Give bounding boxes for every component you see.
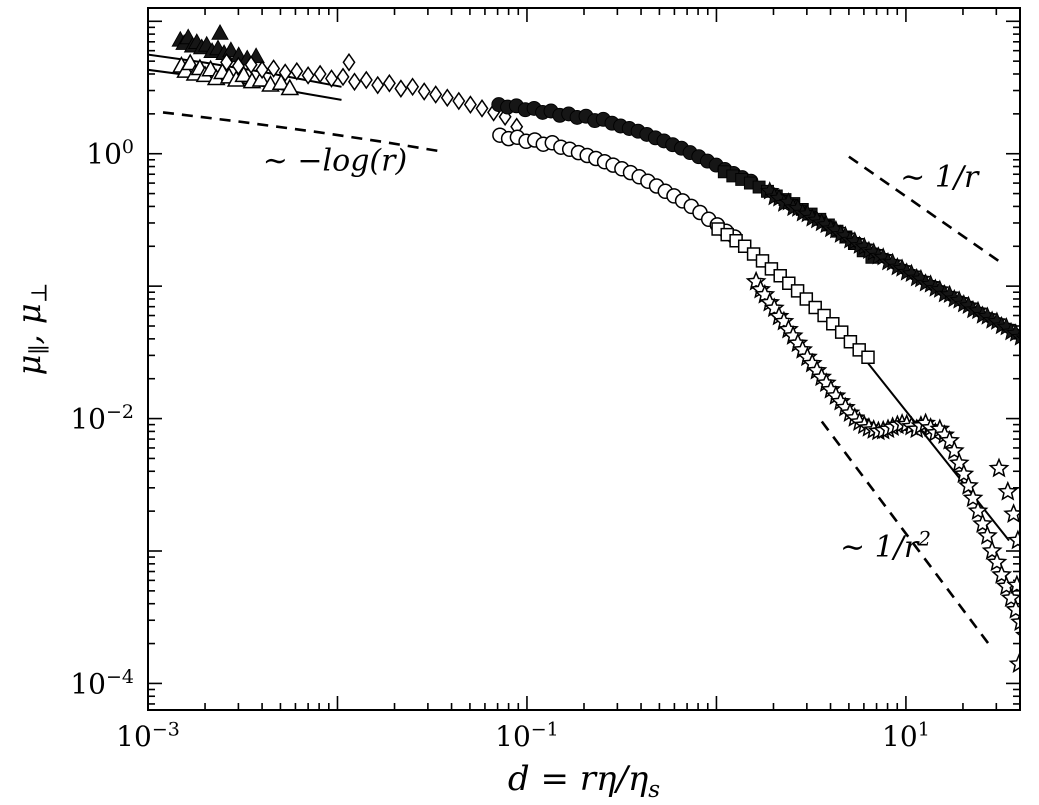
- data-point: [463, 95, 477, 114]
- data-point: [211, 23, 229, 40]
- data-point: [1014, 631, 1019, 645]
- label-text: /: [613, 759, 631, 799]
- data-point: [1022, 638, 1039, 654]
- series-diamonds-open: [220, 52, 524, 137]
- data-point: [1022, 334, 1039, 350]
- guide-one-over-r-squared-guide: [820, 420, 992, 648]
- guide-one-over-r-guide: [848, 155, 1005, 266]
- label-text: 10: [70, 667, 106, 700]
- data-point: [1026, 651, 1039, 667]
- data-point: [251, 69, 271, 87]
- label-script: 0: [122, 136, 134, 158]
- series-perpendicular-squares-open: [711, 222, 875, 365]
- data-point: [290, 61, 304, 81]
- data-point: [255, 60, 269, 80]
- series-perpendicular-triangles-open: [172, 53, 300, 96]
- data-point: [406, 77, 420, 97]
- series-perpendicular-circles-open: [492, 127, 743, 245]
- label-text: d: [508, 759, 530, 799]
- label-script: 2: [917, 527, 931, 551]
- guide-log-guide: [162, 111, 439, 153]
- data-point: [962, 487, 984, 508]
- label-text: 10: [70, 403, 106, 436]
- label-text: 10: [495, 720, 531, 753]
- x-axis-label: d = rη/ηs: [508, 759, 660, 803]
- data-point: [997, 480, 1019, 501]
- plot-area: [149, 23, 1039, 673]
- label-text: 10: [882, 720, 918, 753]
- data-point: [429, 85, 443, 104]
- label-text: 10: [86, 138, 122, 171]
- annotation-one-over-r: ∼ 1/r: [900, 160, 980, 195]
- data-point: [347, 72, 362, 92]
- label-text: , μ: [10, 303, 48, 344]
- data-point: [967, 500, 989, 520]
- data-point: [271, 73, 291, 91]
- y-axis-label: μ∥, μ⊥: [10, 283, 52, 376]
- label-text: 10: [116, 720, 152, 753]
- data-point: [234, 65, 254, 83]
- y-tick-label: 100: [86, 136, 134, 171]
- data-point: [394, 79, 408, 98]
- data-point: [861, 350, 875, 365]
- data-point: [452, 91, 466, 111]
- data-point: [1026, 336, 1039, 352]
- label-script: −1: [531, 718, 559, 740]
- label-script: −2: [106, 401, 134, 423]
- label-script: ⊥: [27, 283, 52, 304]
- label-script: ∥: [27, 344, 52, 354]
- data-point: [1003, 503, 1019, 523]
- label-script: −3: [152, 718, 180, 740]
- label-text: ∼ 1/r: [840, 530, 920, 565]
- data-point: [382, 73, 396, 93]
- data-point: [440, 88, 454, 108]
- data-point: [313, 64, 327, 84]
- data-point: [278, 63, 292, 82]
- y-tick-label: 10−4: [70, 666, 134, 701]
- annotation-one-over-r-squared: ∼ 1/r2: [840, 527, 931, 565]
- series-perpendicular-stars-open: [745, 270, 1039, 673]
- data-point: [280, 78, 300, 96]
- label-text: μ: [10, 355, 48, 376]
- data-point: [359, 70, 373, 90]
- label-script: s: [648, 777, 660, 803]
- label-script: 1: [918, 718, 930, 740]
- data-point: [324, 69, 339, 88]
- data-point: [417, 82, 431, 101]
- data-point: [1010, 331, 1019, 346]
- label-text: rη: [580, 759, 617, 799]
- data-point: [1006, 574, 1019, 595]
- label-text: η: [628, 759, 649, 799]
- series-parallel-stars-filled: [760, 181, 1039, 352]
- data-point: [1007, 529, 1019, 550]
- data-point: [1005, 598, 1019, 619]
- label-text: ∼ 1/r: [900, 160, 980, 195]
- label-text: =: [530, 759, 580, 799]
- data-point: [1015, 335, 1019, 339]
- data-point: [1008, 653, 1019, 673]
- data-point: [267, 59, 281, 78]
- data-point: [220, 52, 234, 72]
- data-point: [371, 75, 385, 95]
- data-point: [244, 55, 258, 75]
- data-point: [475, 99, 489, 118]
- data-point: [1010, 615, 1019, 632]
- y-tick-label: 10−2: [70, 401, 134, 436]
- label-script: −4: [106, 666, 134, 688]
- data-point: [342, 52, 356, 72]
- x-tick-label: 101: [882, 718, 930, 753]
- annotation-log-decay: ∼ −log(r): [263, 143, 407, 178]
- data-point: [231, 56, 245, 76]
- x-tick-label: 10−3: [116, 718, 180, 753]
- x-tick-label: 10−1: [495, 718, 559, 753]
- data-point: [988, 457, 1010, 478]
- data-point: [976, 524, 998, 545]
- data-point: [301, 66, 315, 85]
- label-text: ∼ −log(r): [263, 143, 407, 178]
- data-point: [336, 67, 350, 87]
